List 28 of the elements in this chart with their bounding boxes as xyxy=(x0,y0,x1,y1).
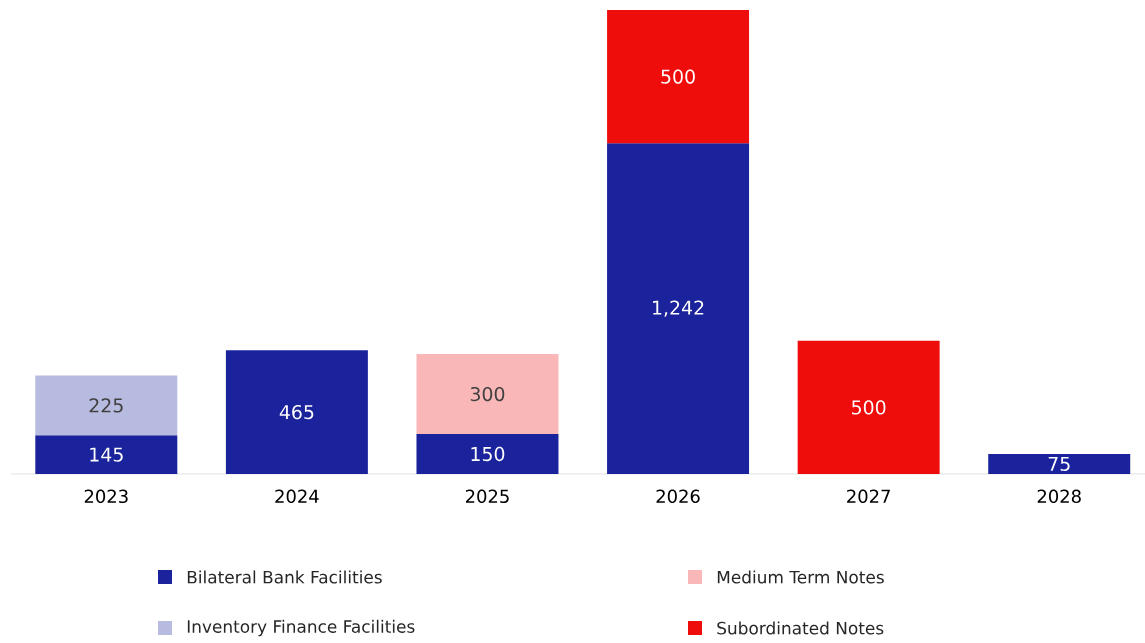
data-label: 500 xyxy=(852,400,886,415)
data-label: 1,242 xyxy=(653,300,704,317)
bar xyxy=(607,143,750,474)
x-tick-label: 2025 xyxy=(465,489,509,504)
data-label: 500 xyxy=(661,69,695,84)
legend-label: Inventory Finance Facilities xyxy=(187,619,415,637)
data-label: 75 xyxy=(1048,456,1070,472)
bar xyxy=(797,340,940,474)
bar xyxy=(607,9,750,144)
legend-label: Subordinated Notes xyxy=(717,621,884,635)
data-label: 225 xyxy=(89,398,123,413)
bar xyxy=(225,350,368,474)
bar xyxy=(988,454,1131,474)
bar xyxy=(35,435,178,474)
bar xyxy=(416,434,559,474)
data-label: 300 xyxy=(470,386,505,402)
x-tick-label: 2027 xyxy=(847,489,890,504)
data-label: 145 xyxy=(90,447,123,462)
x-tick-label: 2023 xyxy=(84,489,128,504)
legend-label: Bilateral Bank Facilities xyxy=(187,570,382,584)
x-tick-label: 2026 xyxy=(656,489,700,504)
bar xyxy=(416,354,559,435)
data-label: 150 xyxy=(471,446,505,462)
x-tick-label: 2028 xyxy=(1037,489,1081,504)
x-tick-label: 2024 xyxy=(275,489,319,504)
bar xyxy=(35,375,178,436)
data-label: 465 xyxy=(279,404,314,420)
legend-label: Medium Term Notes xyxy=(717,570,884,584)
